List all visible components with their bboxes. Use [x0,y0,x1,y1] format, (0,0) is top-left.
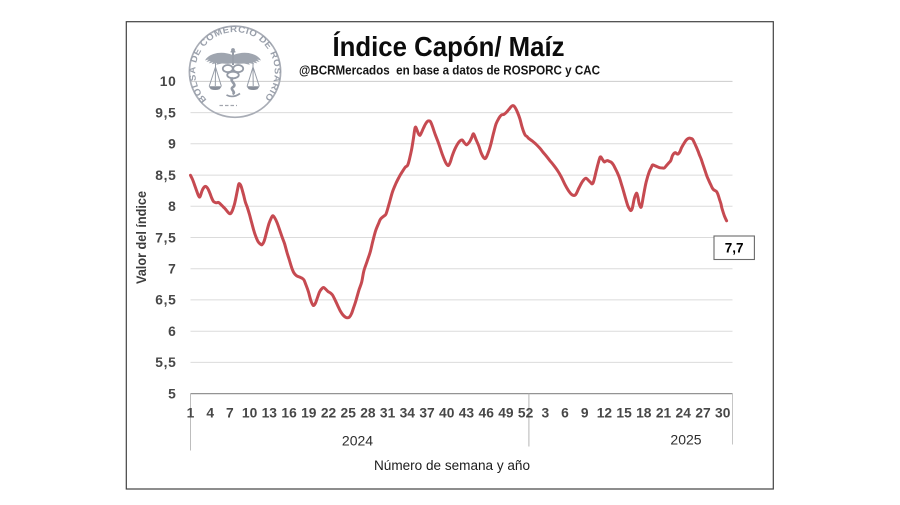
svg-text:3: 3 [541,406,549,421]
svg-text:27: 27 [695,406,711,421]
svg-text:34: 34 [400,406,416,421]
svg-text:7: 7 [226,406,234,421]
svg-text:Índice Capón/ Maíz: Índice Capón/ Maíz [333,31,565,62]
svg-text:6: 6 [168,324,176,339]
svg-text:22: 22 [321,406,337,421]
svg-text:4: 4 [206,406,214,421]
svg-text:49: 49 [498,406,514,421]
svg-text:2024: 2024 [342,433,373,449]
svg-text:9,5: 9,5 [155,105,176,120]
svg-text:52: 52 [518,406,534,421]
svg-text:8: 8 [168,199,176,214]
svg-text:12: 12 [597,406,613,421]
svg-text:15: 15 [616,406,632,421]
svg-text:Número de semana y año: Número de semana y año [374,458,530,474]
svg-text:10: 10 [242,406,258,421]
svg-text:7: 7 [168,262,176,277]
svg-text:@BCRMercados en base a datos: @BCRMercados en base a datos de ROSPORC … [299,62,600,77]
svg-text:46: 46 [479,406,495,421]
svg-text:40: 40 [439,406,455,421]
svg-text:31: 31 [380,406,396,421]
svg-text:6,5: 6,5 [155,293,176,308]
svg-text:2025: 2025 [670,432,701,448]
svg-text:1: 1 [187,406,195,421]
svg-text:30: 30 [715,406,731,421]
svg-text:7,7: 7,7 [725,241,744,256]
svg-text:16: 16 [281,406,297,421]
svg-text:37: 37 [419,406,435,421]
svg-text:28: 28 [360,406,376,421]
svg-text:25: 25 [341,406,357,421]
svg-text:Valor del índice: Valor del índice [134,191,149,284]
svg-text:5,5: 5,5 [155,355,176,370]
svg-text:13: 13 [262,406,278,421]
svg-text:43: 43 [459,406,475,421]
svg-text:10: 10 [160,74,177,89]
svg-text:6: 6 [561,406,569,421]
svg-text:7,5: 7,5 [155,230,176,245]
svg-text:18: 18 [636,406,652,421]
svg-text:19: 19 [301,406,317,421]
svg-text:9: 9 [581,406,589,421]
svg-text:21: 21 [656,406,672,421]
svg-text:5: 5 [168,386,176,401]
svg-text:24: 24 [676,406,692,421]
svg-text:8,5: 8,5 [155,168,176,183]
svg-text:9: 9 [168,137,176,152]
